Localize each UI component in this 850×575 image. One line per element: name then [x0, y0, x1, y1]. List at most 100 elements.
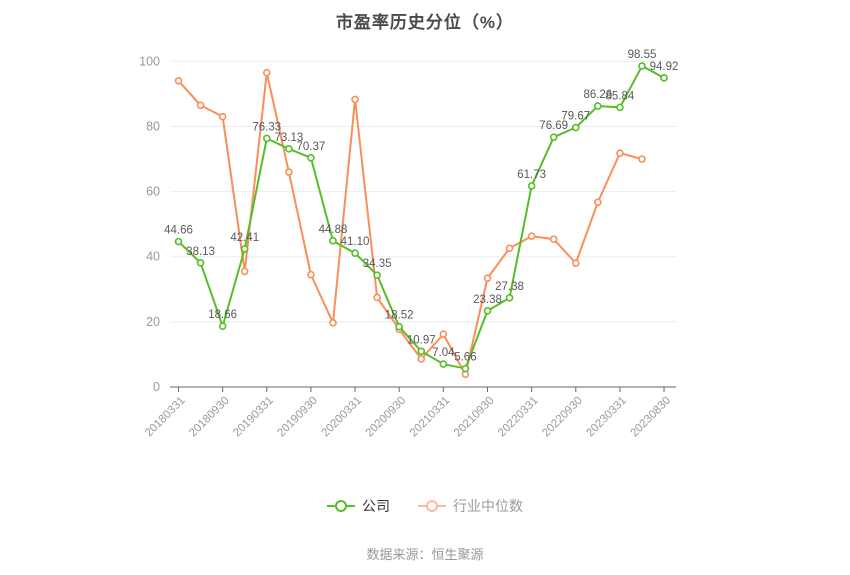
industry-median-point-marker [285, 168, 293, 176]
company-point-marker [373, 271, 381, 279]
company-point-label: 61.73 [517, 169, 546, 181]
company-point-marker [395, 322, 404, 331]
company-point-marker [439, 360, 448, 368]
company-point-marker [351, 249, 359, 257]
x-tick-label: 20230830 [628, 395, 673, 440]
industry-median-point-marker [329, 319, 337, 327]
industry-median-line-marker-icon [418, 500, 446, 512]
y-axis-labels: 0 20 40 60 80 100 [139, 54, 160, 394]
industry-median-point-marker [307, 270, 315, 279]
x-tick-label: 20190331 [231, 395, 276, 440]
company-point-label: 70.37 [297, 141, 326, 153]
x-tick-label: 20230331 [584, 395, 629, 440]
y-tick-label: 20 [146, 315, 160, 329]
company-point-marker [174, 237, 183, 246]
chart-title: 市盈率历史分位（%） [335, 13, 515, 32]
company-point-label: 79.67 [561, 111, 590, 123]
industry-median-point-marker [527, 232, 536, 241]
legend-item-industry-median[interactable]: 行业中位数 [418, 496, 523, 516]
x-tick-label: 20180930 [187, 395, 232, 440]
x-tick-label: 20190930 [275, 395, 320, 440]
company-point-label: 76.69 [539, 120, 568, 132]
company-point-label: 38.13 [186, 246, 215, 258]
y-tick-label: 60 [146, 185, 160, 199]
industry-median-point-marker [594, 198, 602, 207]
industry-median-point-marker [196, 101, 205, 110]
industry-median-point-marker [240, 267, 249, 276]
company-point-marker [594, 102, 602, 110]
company-point-label: 7.04 [432, 347, 455, 359]
industry-median-point-marker [483, 274, 492, 283]
company-point-label: 98.55 [628, 49, 657, 61]
x-tick-label: 20210331 [408, 395, 453, 440]
company-point-marker [285, 145, 293, 153]
company-point-marker [616, 103, 624, 112]
x-tick-label: 20210930 [452, 395, 497, 440]
company-point-label: 73.13 [274, 132, 303, 144]
chart-legend: 公司 行业中位数 [0, 496, 850, 516]
company-point-marker [218, 322, 227, 331]
company-point-marker [660, 74, 668, 82]
company-point-label: 94.92 [650, 61, 679, 73]
company-point-marker [196, 259, 205, 267]
y-tick-label: 80 [146, 119, 160, 133]
industry-median-point-marker [351, 95, 359, 104]
company-point-label: 76.33 [252, 121, 281, 133]
legend-item-company[interactable]: 公司 [327, 496, 390, 516]
company-point-label: 23.38 [473, 294, 502, 306]
company-point-label: 34.35 [363, 258, 392, 270]
company-point-marker [417, 347, 426, 356]
y-tick-label: 0 [153, 380, 160, 394]
company-point-label: 18.66 [208, 309, 237, 321]
industry-median-line [177, 71, 643, 376]
legend-label-industry-median: 行业中位数 [453, 498, 523, 514]
company-point-marker [461, 364, 470, 373]
company-point-label: 86.26 [583, 89, 612, 101]
x-axis-labels: 20180331 20180930 20190331 20190930 20200331… [143, 395, 673, 440]
company-point-label: 42.41 [230, 232, 259, 244]
industry-median-point-marker [505, 244, 514, 253]
x-tick-label: 20200930 [364, 395, 409, 440]
company-point-marker [571, 123, 580, 132]
x-axis-ticks [178, 387, 665, 392]
company-point-label: 41.10 [341, 236, 370, 248]
x-tick-label: 20180331 [143, 395, 188, 440]
industry-median-point-marker [616, 149, 624, 157]
company-point-label: 44.88 [319, 224, 348, 236]
industry-median-point-marker [638, 155, 646, 163]
company-point-label: 5.66 [454, 352, 476, 364]
industry-median-point-marker [439, 330, 448, 339]
company-point-label: 44.66 [164, 225, 193, 237]
y-tick-label: 100 [139, 54, 160, 68]
industry-median-series [174, 68, 646, 379]
company-point-marker [262, 134, 271, 143]
industry-median-point-marker [549, 235, 558, 243]
industry-median-point-marker [262, 68, 271, 77]
company-line [177, 65, 665, 370]
legend-label-company: 公司 [362, 498, 390, 514]
company-point-label: 27.38 [495, 281, 524, 293]
x-tick-label: 20200331 [320, 395, 365, 440]
industry-median-point-marker [218, 112, 227, 121]
industry-median-point-marker [417, 355, 426, 363]
company-point-label: 10.97 [407, 334, 436, 346]
company-point-marker [549, 133, 558, 142]
company-line-marker-icon [327, 500, 355, 512]
company-point-marker [240, 245, 249, 253]
x-tick-label: 20220930 [540, 395, 585, 440]
industry-median-point-marker [571, 259, 580, 268]
x-tick-label: 20220331 [496, 395, 541, 440]
company-point-marker [329, 237, 337, 245]
company-point-marker [638, 62, 646, 70]
company-point-marker [483, 307, 492, 315]
company-point-marker [527, 182, 536, 190]
company-point-marker [505, 294, 514, 302]
company-point-label: 18.52 [385, 310, 414, 322]
y-gridlines [170, 60, 676, 388]
industry-median-point-marker [373, 293, 381, 302]
y-tick-label: 40 [146, 250, 160, 264]
industry-median-point-marker [174, 77, 183, 85]
company-point-label: 85.84 [606, 90, 635, 102]
